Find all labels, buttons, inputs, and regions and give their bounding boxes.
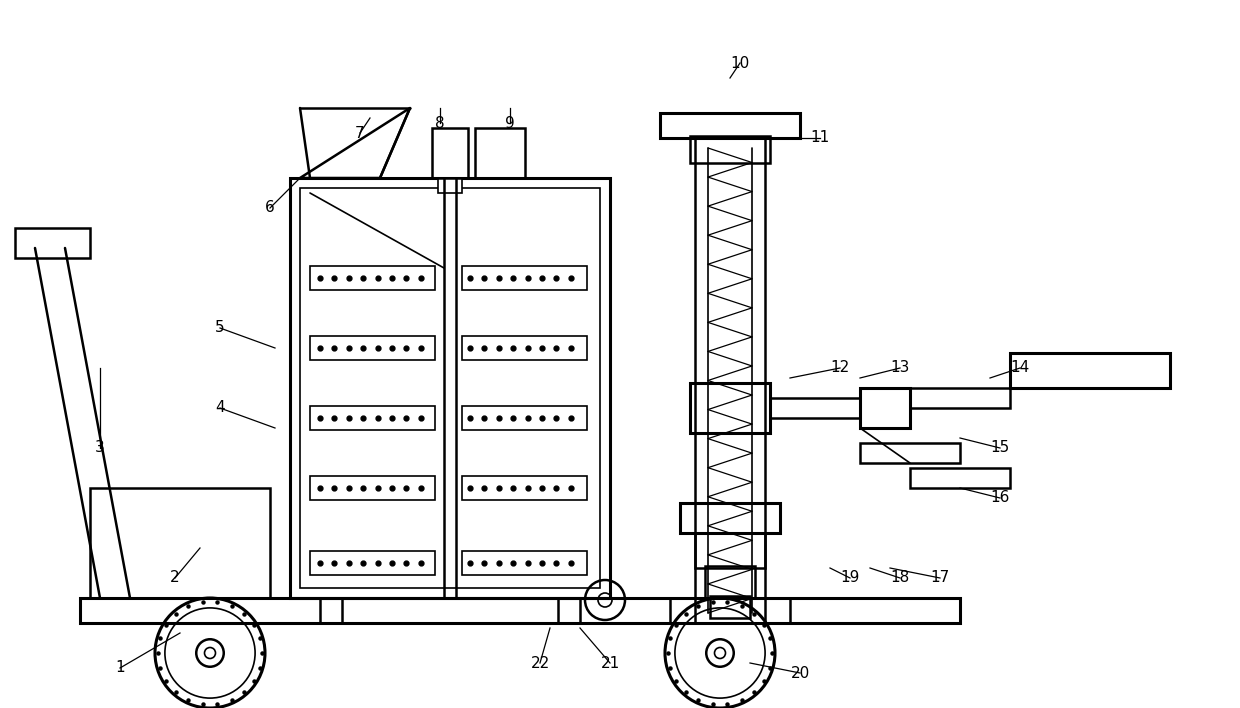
Text: 21: 21 [600, 656, 620, 670]
Bar [463, 336, 587, 360]
Text: 1: 1 [115, 661, 125, 675]
Bar [463, 266, 587, 290]
Bar [310, 336, 435, 360]
Bar [689, 136, 770, 163]
Bar [432, 128, 467, 178]
Bar [910, 468, 1011, 488]
Bar [558, 598, 580, 623]
Text: 8: 8 [435, 115, 445, 130]
Text: 17: 17 [930, 571, 950, 586]
Text: 14: 14 [1011, 360, 1029, 375]
Bar [463, 406, 587, 430]
Text: 9: 9 [505, 115, 515, 130]
Text: 5: 5 [216, 321, 224, 336]
Bar [1011, 353, 1171, 388]
Text: 11: 11 [811, 130, 830, 146]
Bar [310, 266, 435, 290]
Text: 4: 4 [216, 401, 224, 416]
Bar [310, 551, 435, 575]
Text: 2: 2 [170, 571, 180, 586]
Text: 22: 22 [531, 656, 549, 670]
Bar [310, 406, 435, 430]
Bar [861, 443, 960, 463]
Text: 6: 6 [265, 200, 275, 215]
Text: 19: 19 [841, 571, 859, 586]
Bar [310, 476, 435, 500]
Text: 16: 16 [991, 491, 1009, 506]
Text: 15: 15 [991, 440, 1009, 455]
Bar [694, 533, 765, 568]
Text: 12: 12 [831, 360, 849, 375]
Text: 18: 18 [890, 571, 910, 586]
Bar [910, 388, 1011, 408]
Bar [660, 113, 800, 138]
Bar [680, 503, 780, 533]
Text: 10: 10 [730, 55, 750, 71]
Bar [438, 178, 463, 193]
Bar [706, 566, 755, 598]
Bar [770, 398, 861, 418]
Text: 20: 20 [790, 666, 810, 680]
Bar [861, 388, 910, 428]
Bar [15, 228, 91, 258]
Bar [475, 128, 525, 178]
Bar [290, 178, 610, 598]
Bar [81, 598, 960, 623]
Bar [463, 551, 587, 575]
Bar [670, 598, 790, 623]
Bar [463, 476, 587, 500]
Bar [320, 598, 342, 623]
Text: 7: 7 [355, 125, 365, 140]
Bar [711, 596, 750, 618]
Text: 3: 3 [95, 440, 105, 455]
Bar [300, 188, 600, 588]
Bar [91, 488, 270, 598]
Text: 13: 13 [890, 360, 910, 375]
Bar [689, 383, 770, 433]
